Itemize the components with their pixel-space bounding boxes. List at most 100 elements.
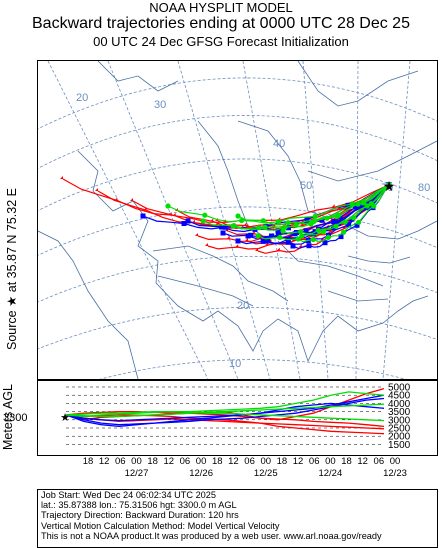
hour-tick-label: 06 bbox=[308, 456, 320, 467]
trajectory-marker bbox=[276, 247, 280, 251]
trajectory-marker bbox=[255, 233, 261, 239]
trajectory-marker bbox=[226, 235, 230, 239]
hour-tick-label: 00 bbox=[260, 456, 272, 467]
trajectory-marker bbox=[286, 225, 291, 231]
hour-tick-label: 18 bbox=[276, 456, 288, 467]
trajectory-marker bbox=[340, 229, 347, 235]
trajectory-marker bbox=[310, 236, 316, 243]
trajectory-marker bbox=[280, 228, 286, 234]
trajectory-marker bbox=[338, 234, 344, 240]
trajectory-marker bbox=[245, 238, 249, 242]
vertical-axis-label: Meters AGL bbox=[1, 384, 15, 450]
trajectory-marker bbox=[333, 223, 339, 229]
trajectory-marker bbox=[303, 228, 309, 234]
vertical-y-label: 4500 bbox=[388, 391, 411, 402]
vertical-y-label: 2000 bbox=[388, 432, 411, 443]
trajectory-marker bbox=[239, 217, 245, 224]
date-tick-label: 12/25 bbox=[253, 468, 278, 479]
trajectory-marker bbox=[361, 200, 367, 206]
job-info-footer: Job Start: Wed Dec 24 06:02:34 UTC 2025 … bbox=[37, 489, 438, 548]
vertical-source-star-icon: ★ bbox=[60, 412, 70, 424]
trajectory-marker bbox=[322, 240, 328, 246]
trajectory-marker bbox=[295, 236, 301, 242]
hour-tick-label: 00 bbox=[325, 456, 336, 467]
hour-tick-label: 06 bbox=[244, 456, 255, 467]
hour-tick-label: 18 bbox=[341, 456, 352, 467]
trajectory-marker bbox=[315, 227, 321, 233]
trajectory-marker bbox=[265, 238, 271, 244]
trajectory-marker bbox=[235, 238, 241, 244]
trajectory-marker bbox=[277, 234, 283, 240]
hour-tick-label: 12 bbox=[98, 456, 110, 467]
hour-tick-label: 06 bbox=[373, 456, 385, 467]
vertical-trajectory-line bbox=[65, 414, 385, 435]
trajectory-marker bbox=[346, 222, 352, 228]
trajectory-map: 20 30 40 50 60 70 80 10 20 ★ bbox=[37, 60, 438, 380]
trajectory-marker bbox=[256, 225, 262, 231]
trajectory-marker bbox=[243, 222, 247, 226]
trajectory-marker bbox=[371, 203, 377, 209]
source-label-panel: Source ★ at 35.87 N 75.32 E bbox=[0, 60, 36, 380]
trajectory-marker bbox=[255, 248, 259, 252]
vertical-y-label: 3000 bbox=[388, 415, 411, 426]
trajectory-marker bbox=[356, 219, 362, 225]
trajectory-marker bbox=[339, 217, 345, 223]
time-axis: 18 12 06 00 18 12 06 00 18 12 06 00 18 12 06 00 18 12 06 00… bbox=[37, 456, 438, 489]
trajectory-marker bbox=[325, 234, 331, 240]
vertical-trajectory-line bbox=[65, 410, 385, 428]
trajectory-marker bbox=[114, 197, 118, 201]
trajectory-marker bbox=[386, 182, 392, 188]
trajectory-marker bbox=[310, 219, 317, 225]
hour-tick-label: 00 bbox=[131, 456, 142, 467]
coastlines bbox=[38, 61, 437, 379]
vertical-trajectory-line bbox=[65, 414, 385, 430]
trajectory-lines bbox=[60, 176, 392, 254]
trajectory-marker bbox=[320, 229, 327, 235]
date-tick-label: 12/26 bbox=[189, 468, 213, 479]
trajectory-marker bbox=[195, 233, 199, 237]
trajectory-marker bbox=[95, 188, 99, 192]
trajectory-marker bbox=[130, 198, 134, 202]
hour-tick-label: 12 bbox=[292, 456, 304, 467]
lat-label-lower-10: 10 bbox=[229, 358, 241, 370]
hour-tick-label: 12 bbox=[357, 456, 368, 467]
hour-tick-label: 12 bbox=[163, 456, 175, 467]
date-tick-label: 12/24 bbox=[318, 468, 343, 479]
lat-label-20: 20 bbox=[76, 92, 88, 104]
trajectory-marker bbox=[275, 232, 281, 238]
footer-direction: Trajectory Direction: Backward Duration:… bbox=[41, 510, 239, 521]
hour-tick-label: 18 bbox=[147, 456, 158, 467]
trajectory-marker bbox=[298, 244, 302, 248]
trajectory-marker bbox=[140, 213, 146, 219]
hour-tick-label: 12 bbox=[228, 456, 239, 467]
trajectory-marker bbox=[248, 232, 254, 238]
trajectory-marker bbox=[220, 230, 226, 236]
lat-label-40: 40 bbox=[273, 138, 285, 150]
footer-vertical-method: Vertical Motion Calculation Method: Mode… bbox=[41, 520, 280, 531]
trajectory-marker bbox=[165, 203, 171, 209]
trajectory-marker bbox=[219, 224, 224, 230]
vertical-trajectory-line bbox=[65, 403, 385, 418]
trajectory-marker bbox=[269, 233, 274, 239]
trajectory-marker bbox=[345, 202, 351, 208]
vertical-trajectory-line bbox=[65, 410, 385, 422]
vertical-trajectory-line bbox=[65, 394, 385, 428]
trajectory-marker bbox=[312, 213, 318, 219]
footer-location: lat.: 35.87388 lon.: 75.31506 hgt: 3300.… bbox=[41, 500, 237, 511]
lat-label-80: 80 bbox=[418, 182, 430, 194]
vertical-y-label: 2500 bbox=[388, 424, 411, 435]
source-star-icon: ★ bbox=[383, 178, 396, 194]
trajectory-marker bbox=[285, 220, 291, 226]
trajectory-marker bbox=[304, 217, 310, 223]
trajectory-marker bbox=[210, 218, 214, 222]
trajectory-marker bbox=[181, 221, 187, 226]
vertical-y-label: 1500 bbox=[388, 440, 411, 451]
trajectory-marker bbox=[260, 238, 266, 244]
vertical-profile-chart: 5000 4500 4000 3500 3000 2500 2000 1500 ★ bbox=[37, 380, 438, 456]
trajectory-marker bbox=[275, 219, 282, 225]
footer-disclaimer: This is not a NOAA product.It was produc… bbox=[41, 530, 382, 541]
trajectory-marker bbox=[235, 244, 239, 248]
trajectory-marker bbox=[235, 213, 241, 219]
trajectory-marker bbox=[351, 215, 357, 221]
trajectory-marker bbox=[200, 218, 206, 224]
